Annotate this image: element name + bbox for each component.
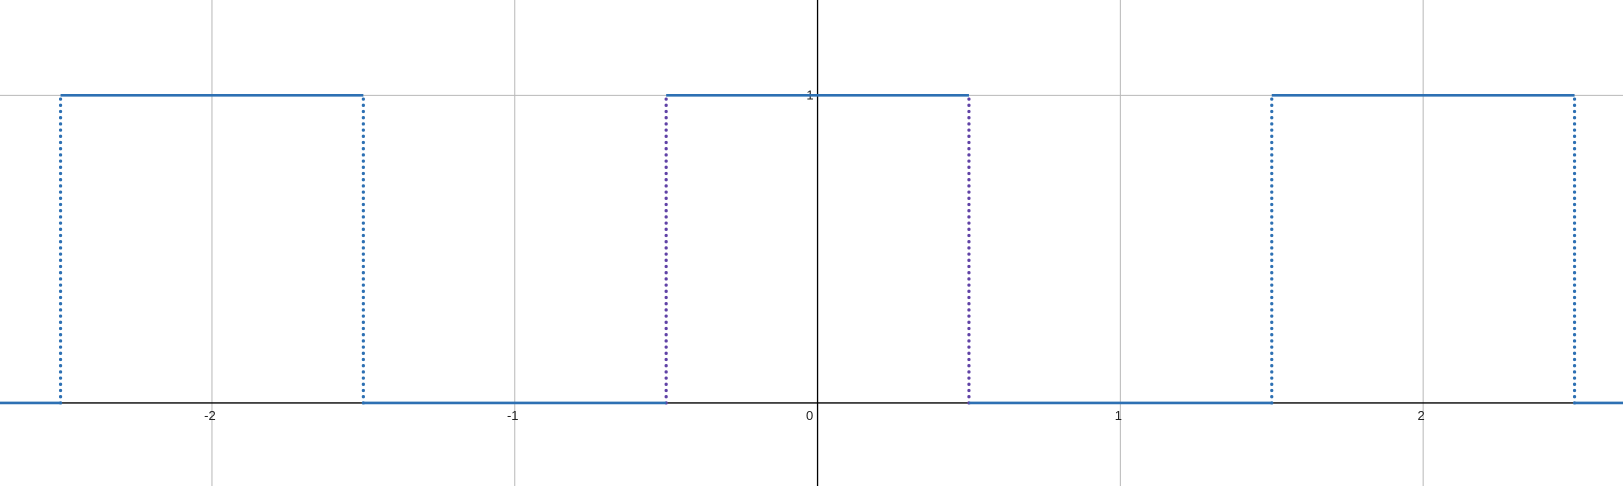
jump-lines [58,93,1577,405]
x-tick-label: 1 [1115,408,1122,423]
tick-labels: -2-10121 [204,87,1425,423]
square-wave-curve [0,94,1623,405]
x-tick-label: -2 [204,408,216,423]
x-tick-label: 2 [1418,408,1425,423]
x-tick-label: 0 [806,408,813,423]
x-tick-label: -1 [507,408,519,423]
